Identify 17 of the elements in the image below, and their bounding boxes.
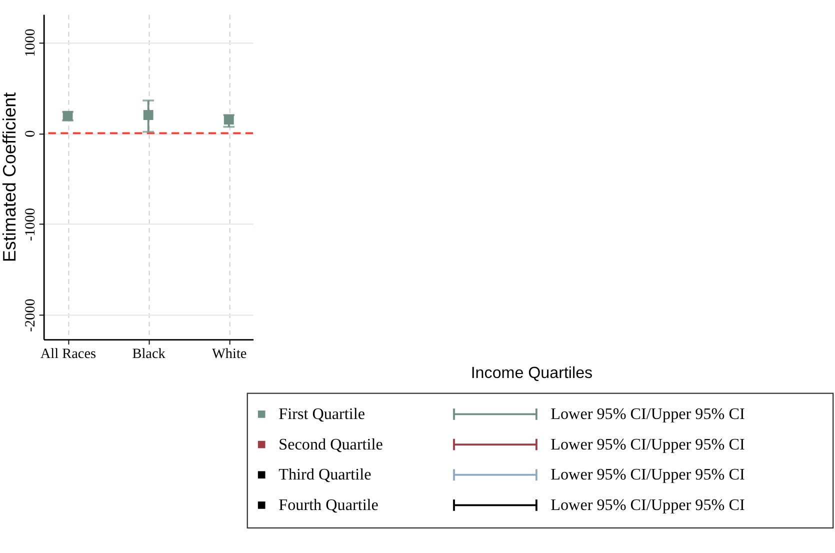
y-tick-label: -1000 (22, 208, 39, 242)
x-tick-label: White (212, 346, 247, 362)
y-tick-label: 0 (22, 130, 39, 138)
x-tick-label: Black (132, 346, 166, 362)
x-tick-label: All Races (40, 346, 97, 362)
legend-label: Lower 95% CI/Upper 95% CI (550, 496, 745, 514)
legend-label: Fourth Quartile (278, 496, 378, 514)
legend-label: First Quartile (278, 406, 366, 423)
legend-label: Second Quartile (278, 436, 383, 454)
y-tick-label: 1000 (22, 28, 39, 58)
legend-label: Lower 95% CI/Upper 95% CI (550, 466, 745, 484)
y-tick-label: -2000 (22, 298, 39, 332)
legend-label: Lower 95% CI/Upper 95% CI (550, 406, 745, 423)
text: Income Quartiles (470, 364, 593, 382)
legend-label: Third Quartile (278, 466, 372, 484)
legend-label: Lower 95% CI/Upper 95% CI (550, 436, 745, 454)
y-axis-title: Estimated Coefficient (0, 92, 20, 262)
